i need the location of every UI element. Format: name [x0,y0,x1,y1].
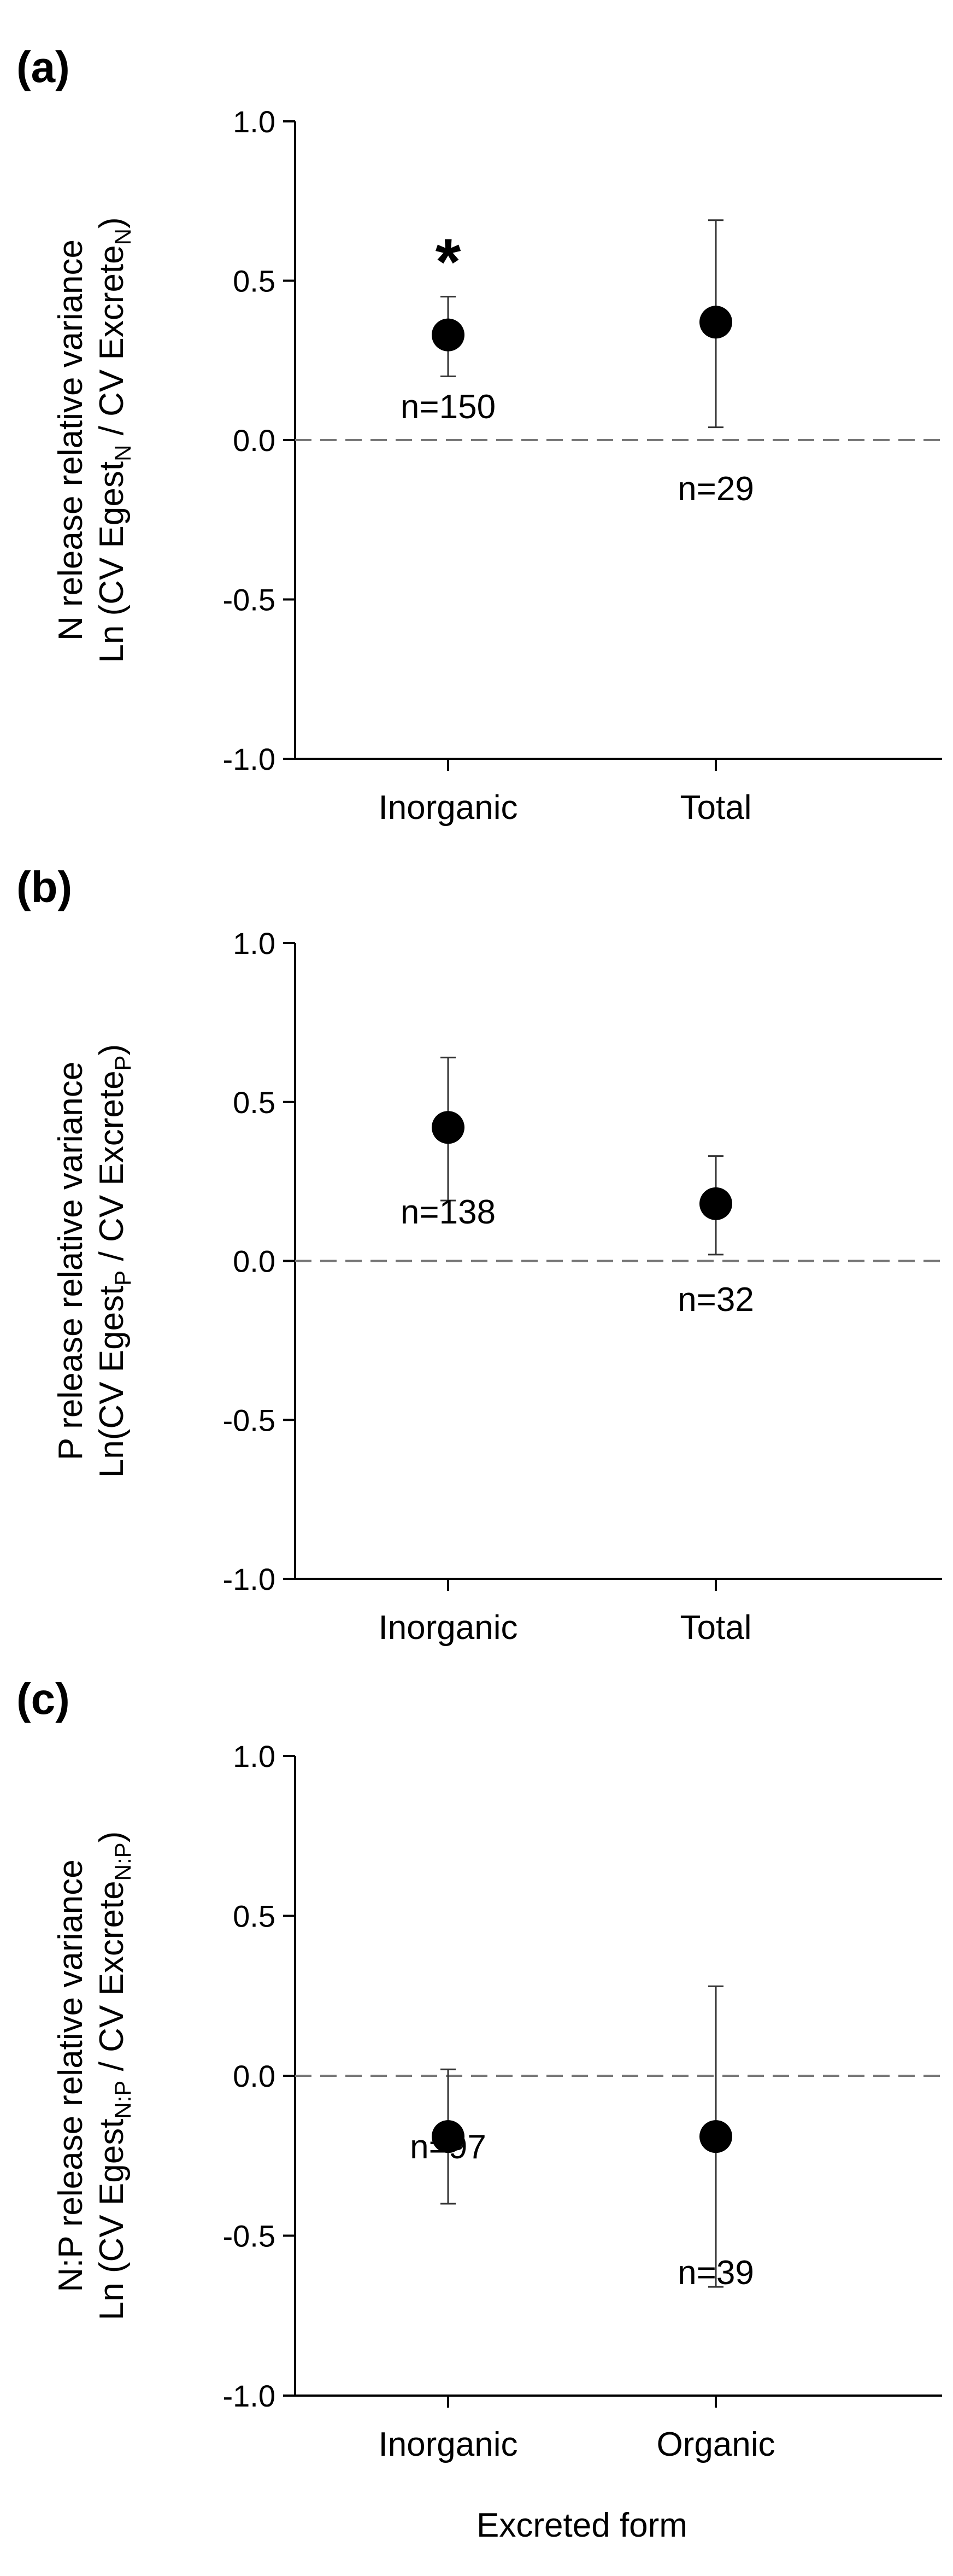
chart-panel-2: 1.0 0.5 0.0 -0.5 -1.0 Inorganic Total n=138 n=32… [16,863,942,1647]
y-tick-label: 0.0 [233,2059,275,2093]
y-tick-label: -1.0 [223,2379,276,2413]
y-tick-label: 0.0 [233,423,275,458]
subscript: P [110,1271,136,1286]
y-tick-label: -0.5 [223,583,276,617]
chart-panel-1: 1.0 0.5 0.0 -0.5 -1.0 Inorganic Total n=150 n=29… [16,43,942,827]
data-point [699,2120,732,2153]
x-tick-label: Total [680,789,752,827]
subscript: N [110,229,136,245]
x-tick-label: Organic [656,2426,775,2463]
y-axis-title-formula: Ln (CV EgestN:P / CV ExcreteN:P) [93,1831,136,2321]
panel-label: (c) [16,1675,70,1723]
y-axis-title-formula: Ln(CV EgestP / CV ExcreteP) [93,1044,136,1478]
y-tick-label: -0.5 [223,1403,276,1437]
y-axis-title: N release relative variance [52,239,90,641]
y-tick-label: 0.5 [233,1085,275,1120]
n-label: n=29 [678,470,754,508]
x-axis-title: Excreted form [477,2507,687,2544]
data-point [432,2120,464,2153]
y-axis-title: P release relative variance [52,1062,90,1460]
subscript: N:P [110,2081,136,2119]
y-tick-label: 0.5 [233,264,275,298]
significance-star: * [436,225,461,298]
panel-label: (b) [16,863,72,911]
subscript: P [110,1055,136,1070]
y-tick-label: 1.0 [233,1739,275,1773]
chart-panel-3: 1.0 0.5 0.0 -0.5 -1.0 Inorganic Organic n=97 n=3… [16,1675,942,2544]
x-tick-label: Inorganic [378,1609,517,1647]
formula-text: ) [93,217,131,229]
data-point [432,318,464,352]
n-label: n=138 [401,1193,496,1231]
data-point [699,306,732,339]
y-tick-label: 1.0 [233,104,275,139]
y-axis-title-formula: Ln (CV EgestN / CV ExcreteN) [93,217,136,663]
n-label: n=32 [678,1281,754,1319]
data-point [699,1187,732,1220]
formula-text: / CV Excrete [93,245,131,444]
x-tick-label: Inorganic [378,789,517,827]
n-label: n=39 [678,2254,754,2292]
formula-text: Ln(CV Egest [93,1286,131,1478]
formula-text: ) [93,1831,131,1843]
formula-text: Ln (CV Egest [93,461,131,663]
panel-label: (a) [16,43,70,91]
formula-text: / CV Excrete [93,1070,131,1270]
formula-text: Ln (CV Egest [93,2119,131,2321]
subscript: N:P [110,1842,136,1881]
y-axis-title: N:P release relative variance [52,1859,90,2292]
formula-text: / CV Excrete [93,1881,131,2080]
data-point [432,1111,464,1144]
y-tick-label: -1.0 [223,1562,276,1596]
y-tick-label: 0.5 [233,1899,275,1934]
subscript: N [110,445,136,461]
y-tick-label: 0.0 [233,1244,275,1279]
n-label: n=150 [401,388,496,426]
n-label: n=97 [410,2128,486,2166]
y-tick-label: -1.0 [223,742,276,776]
y-tick-label: 1.0 [233,926,275,961]
x-tick-label: Total [680,1609,752,1647]
y-tick-label: -0.5 [223,2219,276,2253]
x-tick-label: Inorganic [378,2426,517,2463]
formula-text: ) [93,1044,131,1056]
